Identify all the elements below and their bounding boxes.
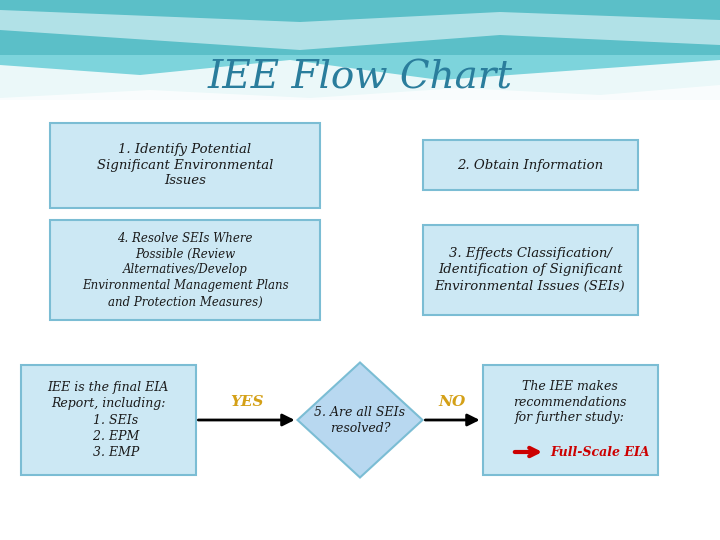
FancyBboxPatch shape	[50, 220, 320, 320]
Polygon shape	[0, 100, 720, 540]
Text: IEE Flow Chart: IEE Flow Chart	[207, 59, 513, 97]
FancyBboxPatch shape	[20, 365, 196, 475]
Polygon shape	[297, 362, 423, 477]
Text: 4. Resolve SEIs Where
Possible (Review
Alternatives/Develop
Environmental Manage: 4. Resolve SEIs Where Possible (Review A…	[81, 232, 288, 308]
Text: Full-Scale EIA: Full-Scale EIA	[550, 446, 649, 458]
Polygon shape	[0, 85, 720, 110]
FancyBboxPatch shape	[50, 123, 320, 207]
Text: YES: YES	[230, 395, 264, 409]
Polygon shape	[0, 10, 720, 50]
Polygon shape	[0, 60, 720, 110]
Text: NO: NO	[439, 395, 466, 409]
Polygon shape	[0, 0, 720, 110]
Text: The IEE makes
recommendations
for further study:: The IEE makes recommendations for furthe…	[513, 380, 626, 424]
FancyBboxPatch shape	[423, 225, 637, 315]
Text: 3. Effects Classification/
Identification of Significant
Environmental Issues (S: 3. Effects Classification/ Identificatio…	[435, 247, 625, 293]
FancyBboxPatch shape	[423, 140, 637, 190]
Text: 2. Obtain Information: 2. Obtain Information	[457, 159, 603, 172]
FancyBboxPatch shape	[482, 365, 657, 475]
Text: 5. Are all SEIs
resolved?: 5. Are all SEIs resolved?	[315, 406, 405, 435]
Text: IEE is the final EIA
Report, including:
    1. SEIs
    2. EPM
    3. EMP: IEE is the final EIA Report, including: …	[48, 381, 168, 458]
Polygon shape	[0, 0, 720, 55]
Text: 1. Identify Potential
Significant Environmental
Issues: 1. Identify Potential Significant Enviro…	[96, 143, 273, 187]
